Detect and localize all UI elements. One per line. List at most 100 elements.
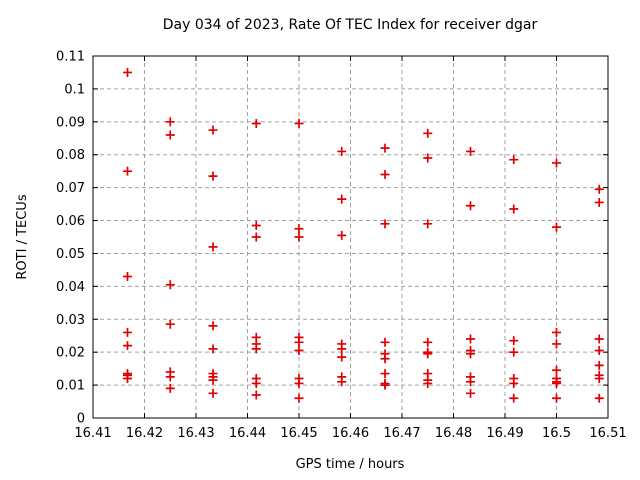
x-tick-label: 16.43	[177, 426, 214, 441]
data-point-marker	[294, 337, 304, 347]
data-point-marker	[251, 232, 261, 242]
data-point-marker	[165, 372, 175, 382]
y-axis-label: ROTI / TECUs	[15, 194, 30, 279]
x-tick-label: 16.5	[542, 426, 571, 441]
data-point-marker	[594, 184, 604, 194]
data-point-marker	[465, 349, 475, 359]
y-tick-label: 0.02	[56, 346, 85, 361]
data-point-marker	[123, 327, 133, 337]
y-tick-label: 0.07	[56, 181, 85, 196]
data-point-marker	[208, 321, 218, 331]
data-point-marker	[423, 349, 433, 359]
data-point-marker	[294, 232, 304, 242]
data-point-marker	[337, 230, 347, 240]
data-point-marker	[337, 194, 347, 204]
y-tick-label: 0.04	[56, 280, 85, 295]
y-tick-label: 0.09	[56, 115, 85, 130]
y-tick-label: 0.06	[56, 214, 85, 229]
data-point-marker	[594, 393, 604, 403]
data-point-marker	[380, 380, 390, 390]
data-point-marker	[465, 334, 475, 344]
data-point-marker	[165, 117, 175, 127]
x-tick-label: 16.45	[280, 426, 317, 441]
data-point-marker	[552, 327, 561, 337]
data-point-marker	[423, 378, 433, 388]
data-points	[123, 67, 604, 403]
data-point-marker	[594, 334, 604, 344]
data-point-marker	[251, 390, 261, 400]
grid-lines	[93, 56, 608, 418]
data-point-marker	[251, 220, 261, 230]
data-point-marker	[423, 219, 433, 229]
x-tick-label: 16.47	[383, 426, 420, 441]
x-tick-label: 16.41	[74, 426, 111, 441]
y-tick-label: 0.01	[56, 379, 85, 394]
y-tick-labels: 0 0.01 0.02 0.03 0.04 0.05 0.06 0.07 0.08 0.09 0.1…	[56, 50, 85, 427]
data-point-marker	[509, 336, 519, 346]
data-point-marker	[123, 271, 133, 281]
data-point-marker	[380, 219, 390, 229]
data-point-marker	[208, 388, 218, 398]
data-point-marker	[552, 365, 561, 375]
data-point-marker	[251, 118, 261, 128]
data-point-marker	[423, 337, 433, 347]
y-tick-label: 0.03	[56, 313, 85, 328]
data-point-marker	[423, 153, 433, 163]
data-point-marker	[294, 224, 304, 234]
data-point-marker	[165, 280, 175, 290]
data-point-marker	[465, 377, 475, 387]
y-tick-label: 0.1	[64, 82, 85, 97]
plot-border	[92, 55, 609, 419]
data-point-marker	[165, 319, 175, 329]
data-point-marker	[208, 125, 218, 135]
data-point-marker	[552, 378, 561, 388]
data-point-marker	[337, 344, 347, 354]
y-tick-label: 0	[77, 412, 85, 427]
data-point-marker	[380, 354, 390, 364]
data-point-marker	[509, 155, 519, 165]
data-point-marker	[594, 346, 604, 356]
x-tick-label: 16.49	[486, 426, 523, 441]
data-point-marker	[337, 146, 347, 156]
data-point-marker	[380, 169, 390, 179]
data-point-marker	[251, 378, 261, 388]
data-point-marker	[465, 201, 475, 211]
data-point-marker	[294, 393, 304, 403]
data-point-marker	[294, 346, 304, 356]
data-point-marker	[294, 378, 304, 388]
data-point-marker	[594, 360, 604, 370]
data-point-marker	[594, 374, 604, 384]
y-tick-label: 0.05	[56, 247, 85, 262]
x-tick-label: 16.44	[229, 426, 266, 441]
data-point-marker	[465, 146, 475, 156]
data-point-marker	[552, 222, 561, 232]
data-point-marker	[509, 378, 519, 388]
x-tick-labels: 16.41 16.42 16.43 16.44 16.45 16.46 16.47 16.48…	[74, 426, 626, 441]
data-point-marker	[208, 242, 218, 252]
chart-title: Day 034 of 2023, Rate Of TEC Index for r…	[163, 17, 538, 33]
data-point-marker	[208, 171, 218, 181]
data-point-marker	[208, 344, 218, 354]
data-point-marker	[208, 375, 218, 385]
data-point-marker	[123, 374, 133, 384]
data-point-marker	[123, 166, 133, 176]
data-point-marker	[165, 130, 175, 140]
data-point-marker	[123, 67, 133, 77]
data-point-marker	[251, 344, 261, 354]
data-point-marker	[594, 197, 604, 207]
data-point-marker	[509, 204, 519, 214]
data-point-marker	[380, 337, 390, 347]
data-point-marker	[337, 377, 347, 387]
data-point-marker	[294, 118, 304, 128]
x-tick-label: 16.48	[435, 426, 472, 441]
data-point-marker	[123, 341, 133, 351]
data-point-marker	[380, 143, 390, 153]
data-point-marker	[380, 369, 390, 379]
data-point-marker	[165, 383, 175, 393]
x-axis-label: GPS time / hours	[296, 457, 405, 472]
data-point-marker	[552, 393, 561, 403]
data-point-marker	[337, 352, 347, 362]
data-point-marker	[465, 388, 475, 398]
